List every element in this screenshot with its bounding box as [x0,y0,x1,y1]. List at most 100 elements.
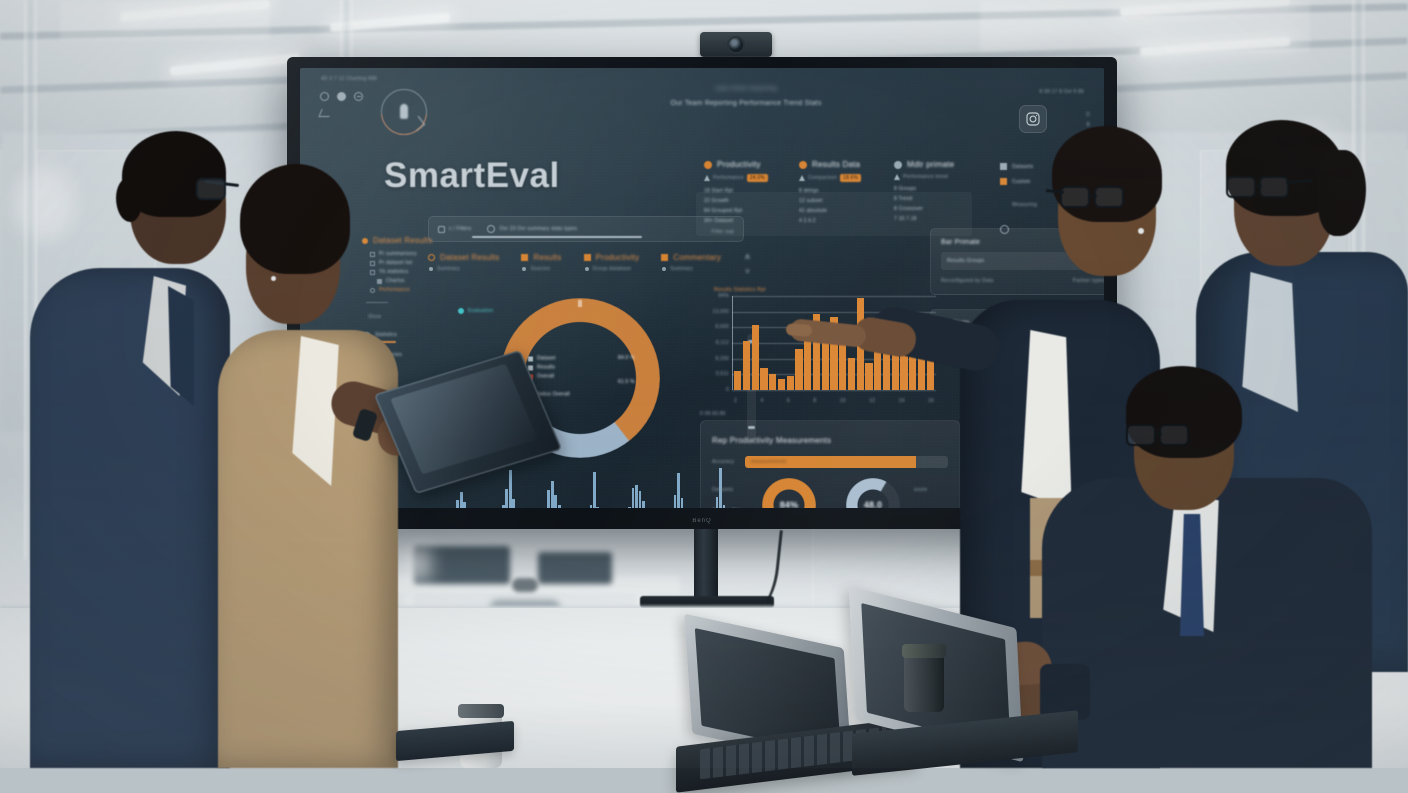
evaluation-tag[interactable]: Evaluation [458,308,493,314]
y-tick-label: 8,600 [715,324,729,330]
blue-bar [463,502,466,508]
blue-bar [547,490,550,508]
gauge-left-label: Datasets [712,487,733,493]
kpi-column-results[interactable]: Results Data Comparison 18.6% 8 detrgs 1… [799,160,875,228]
resize-corner-icon[interactable] [318,109,332,117]
gauge-value: 48.0 [864,500,882,508]
right-legend-row-1[interactable]: Custom [1000,178,1037,185]
blue-bar [590,505,593,509]
checkbox-icon[interactable] [370,261,375,266]
mouse [512,578,538,592]
orange-bar [734,371,741,390]
orange-bar [769,374,776,390]
legend-sub-dot-icon [662,267,666,271]
legend-group-3[interactable]: Commentary Summary [661,253,721,272]
blue-bar [635,485,638,508]
legend-group-0[interactable]: Dataset Results Summary [428,253,499,272]
filter-chip-1-label: c / Filters [449,226,471,232]
donut-legend-label: Results [537,365,555,371]
checkbox-checked-icon[interactable] [377,279,382,284]
y-tick-label: 8,200 [715,356,729,362]
legend-group-title: Commentary [673,253,721,262]
warning-icon [799,175,805,181]
blue-bar [639,491,642,508]
sidebar-child-label: Pr summarisory [379,251,417,257]
window-controls[interactable] [320,92,363,101]
legend-swatch-icon [1000,163,1007,170]
camera-button[interactable] [1019,105,1047,133]
header-subtitle-line2: Our Team Reporting Performance Trend Sta… [670,100,821,107]
status-badge: 18.6% [840,174,861,182]
gridline [732,390,936,391]
blue-bar-series [446,466,736,508]
x-tick-label: 4 [760,398,763,404]
sort-desc-icon[interactable]: v [746,268,750,275]
kpi-column-mdtr[interactable]: Mdtr primate Performance trend 8 Groups … [894,160,970,228]
performance-panel: Rep Productivity Measurements Accuracy m… [700,420,960,508]
blue-bar [628,507,631,508]
kpi-row: 22 Growth [704,198,729,204]
card-body-left: Results Groups [947,257,984,265]
blue-bar [677,473,680,508]
progress-bar-fill: measurements [745,456,916,468]
kpi-marker-icon [799,161,807,169]
blue-bar [674,495,677,508]
filter-chip-1[interactable]: c / Filters [438,226,471,233]
x-tick-label: 10 [840,398,846,404]
accuracy-label: Accuracy [712,459,738,465]
x-tick-label: 16 [928,398,934,404]
right-legend-row-0[interactable]: Datasets [1000,163,1037,170]
legend-group-1[interactable]: Results Sources [521,253,561,272]
blue-bar [593,472,596,509]
filter-chip-2[interactable]: Ovr 23 Ovr summary stats types [487,225,577,233]
sidebar-child-label: Yb statistics [379,269,408,275]
legend-group-2[interactable]: Productivity Group database [584,253,640,272]
sidebar-item-3[interactable]: Chartss [377,278,446,284]
panel-title: Rep Productivity Measurements [712,436,831,445]
checkbox-icon[interactable] [438,226,445,233]
kpi-marker-icon [894,161,902,169]
blue-bar [551,481,554,508]
progress-line[interactable] [472,236,642,238]
x-tick-label: 14 [899,398,905,404]
sort-asc-icon[interactable]: A [745,254,750,261]
sidebar-child-label: Performance [379,287,410,293]
warning-icon [704,175,710,181]
avatar[interactable] [381,89,427,135]
orange-bar [743,341,750,390]
legend-sub-dot-icon [585,267,589,271]
filter-chip-2-label: Ovr 23 Ovr summary stats types [499,226,577,232]
checkbox-icon[interactable] [370,252,375,257]
legend-marker-icon [584,254,591,261]
progress-bar-text: measurements [751,459,786,465]
display-brand: BenQ [692,518,711,524]
window-circle-icon[interactable] [320,92,329,101]
blue-bar [632,488,635,508]
kpi-row: 30+ Dataset [704,218,733,224]
y-tick-label: 0 [726,387,729,393]
window-minus-icon[interactable] [354,92,363,101]
sidebar-title: Dataset Results [373,236,432,245]
kpi-row: 8 Crossover [894,206,923,212]
radio-icon[interactable] [370,288,375,293]
card-title: Bar Primate [941,239,980,246]
blue-bar [502,505,505,509]
kpi-row: 8 Groups [894,186,916,192]
window-filled-circle-icon[interactable] [337,92,346,101]
rail-icon-1[interactable]: D [1086,112,1090,118]
blue-bar [456,500,459,508]
header-subtitle-line1: Data Sheet Reporting [715,86,777,92]
legend-marker-icon [661,254,668,261]
kpi-column-productivity[interactable]: Productivity Performance 24.0% 18 Start … [704,160,780,228]
progress-bar[interactable]: measurements [745,456,948,468]
app-top-strip: 4D 3 7 12 Charting MM Data Sheet Reporti… [300,68,1104,114]
gauge-summary: 48.0 [846,478,900,508]
sidebar-item-4[interactable]: Performance [370,287,446,293]
radio-icon[interactable] [487,225,495,233]
card-footer-left: Reconfigured by Data [941,278,993,284]
legend-group-title: Dataset Results [440,253,499,262]
donut-start-tick [578,300,582,307]
sort-control[interactable]: A v [745,254,750,275]
checkbox-icon[interactable] [370,270,375,275]
